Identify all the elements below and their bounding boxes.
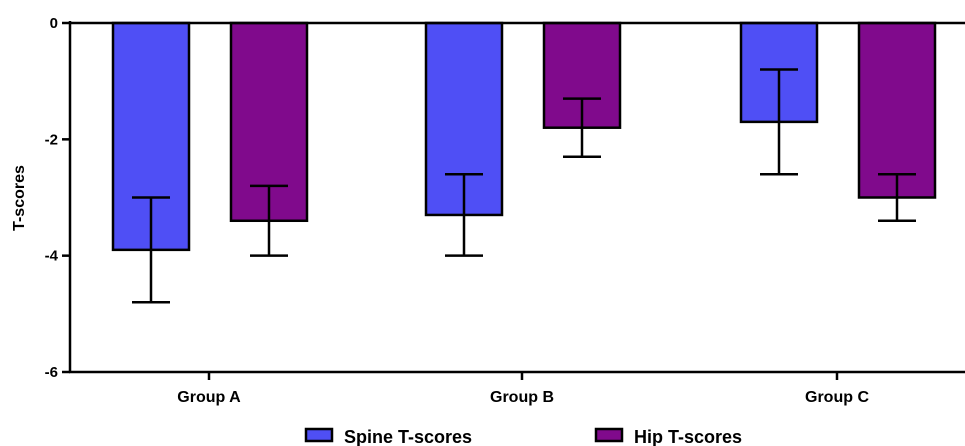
legend: Spine T-scores Hip T-scores <box>304 427 742 446</box>
error-bar-spine-t-scores-group-a <box>132 196 170 304</box>
error-bar-hip-t-scores-group-b <box>563 97 601 159</box>
legend-label: Spine T-scores <box>344 427 472 446</box>
category-label: Group C <box>805 389 869 406</box>
error-bar-hip-t-scores-group-a <box>250 184 288 257</box>
y-tick-label: -2 <box>45 131 58 148</box>
y-axis-label: T-scores <box>11 165 28 231</box>
error-bar-spine-t-scores-group-b <box>445 172 483 257</box>
legend-item-spine-t-scores: Spine T-scores <box>304 427 472 446</box>
legend-label: Hip T-scores <box>634 427 742 446</box>
y-tick-label: -6 <box>45 364 58 381</box>
y-tick-label: 0 <box>50 15 58 32</box>
legend-swatch <box>594 427 624 443</box>
category-label: Group A <box>177 389 241 406</box>
error-bar-spine-t-scores-group-c <box>760 68 798 176</box>
category-label: Group B <box>490 389 554 406</box>
legend-swatch <box>304 427 334 443</box>
error-bar-hip-t-scores-group-c <box>878 172 916 223</box>
bar-hip-t-scores-group-c <box>857 21 937 199</box>
y-tick-label: -4 <box>45 248 59 265</box>
legend-item-hip-t-scores: Hip T-scores <box>594 427 742 446</box>
plot-area: 0 -2 -4 -6 Group A Group B Group C <box>45 15 965 406</box>
